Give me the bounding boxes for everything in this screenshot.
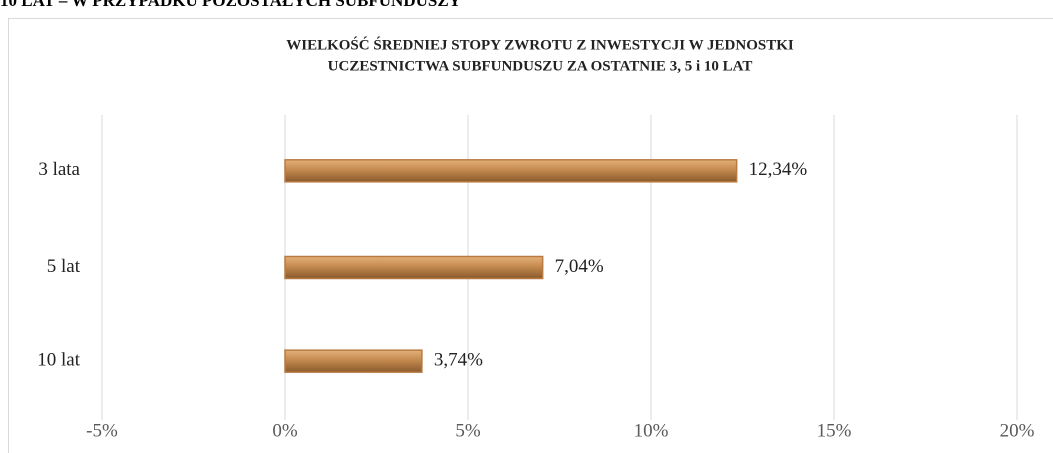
x-tick-label: -5% [86, 420, 118, 441]
y-tick-label: 10 lat [37, 350, 80, 371]
chart-title: WIELKOŚĆ ŚREDNIEJ STOPY ZWROTU Z INWESTY… [286, 36, 794, 53]
chart-frame [8, 18, 1053, 453]
data-label: 7,04% [555, 256, 604, 277]
data-label: 3,74% [434, 350, 483, 371]
data-label: 12,34% [749, 159, 808, 180]
x-tick-label: 0% [272, 420, 298, 441]
x-tick-label: 10% [634, 420, 669, 441]
x-tick-label: 5% [455, 420, 481, 441]
x-tick-label: 15% [817, 420, 852, 441]
y-tick-label: 5 lat [47, 256, 81, 277]
bar [284, 349, 423, 373]
page-heading: 10 LAT – W PRZYPADKU POZOSTAŁYCH SUBFUND… [0, 0, 461, 10]
bar [284, 159, 738, 183]
chart-title: UCZESTNICTWA SUBFUNDUSZU ZA OSTATNIE 3, … [328, 58, 753, 74]
y-tick-label: 3 lata [38, 159, 80, 180]
bar [284, 255, 544, 280]
x-tick-label: 20% [1000, 420, 1035, 441]
